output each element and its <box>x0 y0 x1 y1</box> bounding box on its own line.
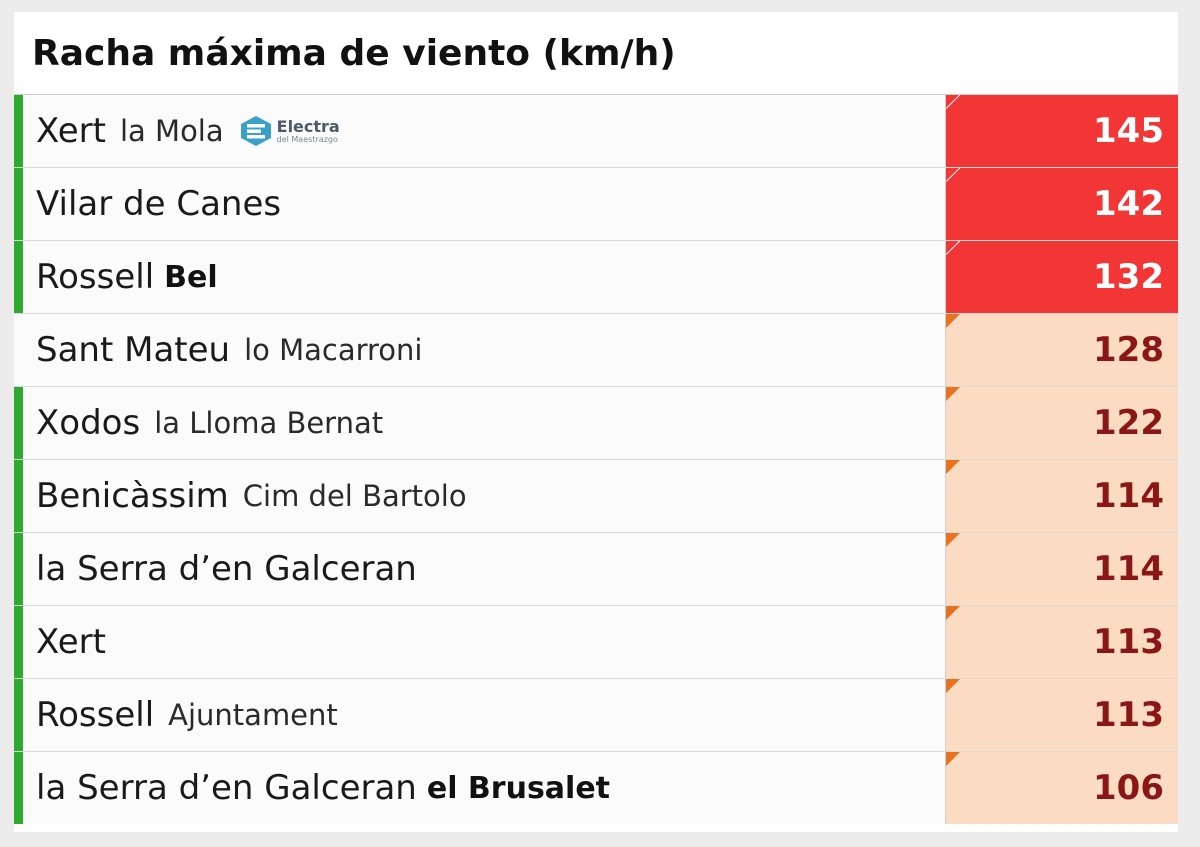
station-cell: Xodos la Lloma Bernat <box>23 387 945 459</box>
row-marker-bar <box>14 533 23 605</box>
electra-logo-icon <box>240 116 271 146</box>
row-marker-bar <box>14 460 23 532</box>
station-name[interactable]: Xodos <box>36 403 141 443</box>
station-sublocation: la Mola <box>120 114 224 148</box>
row-marker-bar <box>14 95 23 167</box>
station-name[interactable]: la Serra d’en Galceran <box>36 549 417 589</box>
flag-corner-icon <box>946 460 960 474</box>
station-sublocation: Bel <box>164 259 218 295</box>
flag-corner-icon <box>946 314 960 328</box>
ranking-row[interactable]: Xert 113 <box>14 605 1178 678</box>
station-cell: Benicàssim Cim del Bartolo <box>23 460 945 532</box>
ranking-row[interactable]: la Serra d’en Galceran 114 <box>14 532 1178 605</box>
gust-value: 145 <box>1093 111 1164 151</box>
station-sublocation: la Lloma Bernat <box>154 406 384 440</box>
row-marker-bar <box>14 387 23 459</box>
station-sublocation: Cim del Bartolo <box>242 479 467 513</box>
ranking-row[interactable]: Benicàssim Cim del Bartolo 114 <box>14 459 1178 532</box>
logo-main-text: Electra <box>276 116 340 136</box>
flag-corner-icon <box>946 533 960 547</box>
station-name[interactable]: la Serra d’en Galceran <box>36 768 417 808</box>
row-marker-bar <box>14 752 23 824</box>
station-cell: Xert la Mola Electra del Maestrazgo <box>23 95 945 167</box>
row-marker-bar <box>14 314 23 386</box>
gust-value: 122 <box>1093 403 1164 443</box>
row-marker-bar <box>14 241 23 313</box>
gust-value: 132 <box>1093 257 1164 297</box>
gust-value-cell: 132 <box>945 240 1178 313</box>
gust-value: 114 <box>1093 549 1164 589</box>
ranking-row[interactable]: Rossell Bel 132 <box>14 240 1178 313</box>
ranking-row[interactable]: Rossell Ajuntament 113 <box>14 678 1178 751</box>
station-cell: Xert <box>23 606 945 678</box>
ranking-row[interactable]: Vilar de Canes 142 <box>14 167 1178 240</box>
station-cell: Vilar de Canes <box>23 168 945 240</box>
gust-value: 142 <box>1093 184 1164 224</box>
station-name[interactable]: Xert <box>36 622 106 662</box>
panel-title: Racha máxima de viento (km/h) <box>32 32 676 74</box>
station-sublocation: lo Macarroni <box>244 333 423 367</box>
electra-logo: Electra del Maestrazgo <box>238 114 340 148</box>
gust-value-cell: 128 <box>945 314 1178 386</box>
ranking-row[interactable]: Xodos la Lloma Bernat 122 <box>14 386 1178 459</box>
station-cell: la Serra d’en Galceran el Brusalet <box>23 752 945 824</box>
station-name[interactable]: Rossell <box>36 695 155 735</box>
gust-value-cell: 142 <box>945 167 1178 240</box>
station-name[interactable]: Sant Mateu <box>36 330 231 370</box>
ranking-row[interactable]: Sant Mateu lo Macarroni 128 <box>14 313 1178 386</box>
station-name[interactable]: Benicàssim <box>36 476 229 516</box>
station-sublocation: el Brusalet <box>426 770 611 806</box>
station-cell: Rossell Ajuntament <box>23 679 945 751</box>
gust-value: 113 <box>1093 695 1164 735</box>
station-cell: Sant Mateu lo Macarroni <box>23 314 945 386</box>
station-name[interactable]: Rossell <box>36 257 155 297</box>
station-name[interactable]: Xert <box>36 111 106 151</box>
logo-sub-text: del Maestrazgo <box>276 134 338 144</box>
flag-corner-icon <box>946 752 960 766</box>
ranking-row[interactable]: la Serra d’en Galceran el Brusalet 106 <box>14 751 1178 824</box>
gust-value-cell: 114 <box>945 460 1178 532</box>
gust-value: 114 <box>1093 476 1164 516</box>
flag-corner-icon <box>946 387 960 401</box>
flag-corner-icon <box>946 679 960 693</box>
ranking-list: Xert la Mola Electra del Maestrazgo 145 V… <box>14 94 1178 824</box>
gust-value-cell: 106 <box>945 752 1178 824</box>
station-cell: la Serra d’en Galceran <box>23 533 945 605</box>
gust-value-cell: 113 <box>945 606 1178 678</box>
gust-value-cell: 145 <box>945 94 1178 167</box>
ranking-row[interactable]: Xert la Mola Electra del Maestrazgo 145 <box>14 94 1178 167</box>
station-name[interactable]: Vilar de Canes <box>36 184 282 224</box>
station-sublocation: Ajuntament <box>168 698 338 732</box>
logo-text: Electra del Maestrazgo <box>276 116 340 144</box>
gust-value: 113 <box>1093 622 1164 662</box>
wind-gust-panel: Racha máxima de viento (km/h) Xert la Mo… <box>14 12 1178 832</box>
gust-value-cell: 113 <box>945 679 1178 751</box>
gust-value: 106 <box>1093 768 1164 808</box>
row-marker-bar <box>14 168 23 240</box>
flag-corner-icon <box>946 606 960 620</box>
gust-value-cell: 122 <box>945 387 1178 459</box>
row-marker-bar <box>14 679 23 751</box>
row-marker-bar <box>14 606 23 678</box>
station-cell: Rossell Bel <box>23 241 945 313</box>
gust-value: 128 <box>1093 330 1164 370</box>
gust-value-cell: 114 <box>945 533 1178 605</box>
